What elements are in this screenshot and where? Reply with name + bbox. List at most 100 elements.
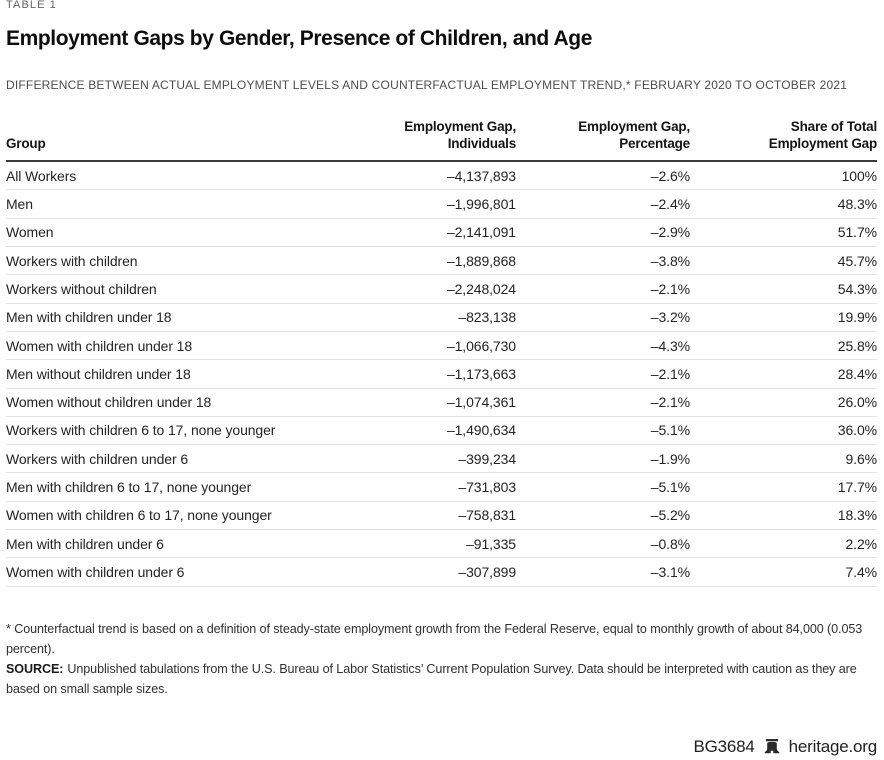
cell-share-of-total: 36.0% xyxy=(837,422,877,439)
cell-group: Men xyxy=(6,196,33,213)
table-row: Women without children under 18 –1,074,3… xyxy=(6,389,877,417)
cell-share-of-total: 26.0% xyxy=(837,394,877,411)
table-row: Men with children under 6 –91,335 –0.8% … xyxy=(6,530,877,559)
footer: BG3684 heritage.org xyxy=(693,737,877,757)
cell-employment-gap-individuals: –1,173,663 xyxy=(446,365,516,382)
cell-group: All Workers xyxy=(6,167,77,184)
table-row: Women with children 6 to 17, none younge… xyxy=(6,502,877,530)
column-header-individuals: Employment Gap, Individuals xyxy=(348,119,516,153)
cell-employment-gap-individuals: –1,889,868 xyxy=(446,252,516,269)
table-row: Women with children under 6 –307,899 –3.… xyxy=(6,558,877,587)
cell-employment-gap-percentage: –3.2% xyxy=(650,309,690,326)
column-header-label: Individuals xyxy=(447,136,517,152)
cell-employment-gap-percentage: –3.8% xyxy=(650,252,690,269)
cell-share-of-total: 17.7% xyxy=(837,479,877,496)
source-text: Unpublished tabulations from the U.S. Bu… xyxy=(6,661,857,697)
cell-employment-gap-percentage: –0.8% xyxy=(650,535,690,552)
column-header-label: Employment Gap, xyxy=(404,119,516,135)
cell-group: Men with children under 6 xyxy=(6,535,164,552)
table-row: Women with children under 18 –1,066,730 … xyxy=(6,332,877,361)
cell-employment-gap-percentage: –2.1% xyxy=(650,365,690,382)
page-subtitle: DIFFERENCE BETWEEN ACTUAL EMPLOYMENT LEV… xyxy=(6,78,848,93)
column-header-label: Group xyxy=(6,136,46,152)
cell-share-of-total: 51.7% xyxy=(837,224,877,241)
cell-employment-gap-individuals: –1,066,730 xyxy=(446,337,516,354)
cell-employment-gap-individuals: –399,234 xyxy=(458,450,516,467)
cell-employment-gap-percentage: –2.4% xyxy=(650,196,690,213)
source-note: SOURCE: Unpublished tabulations from the … xyxy=(6,659,877,699)
heritage-bell-icon xyxy=(763,739,781,755)
counterfactual-footnote: * Counterfactual trend is based on a def… xyxy=(6,621,863,656)
cell-share-of-total: 54.3% xyxy=(837,280,877,297)
cell-share-of-total: 19.9% xyxy=(837,309,877,326)
cell-group: Women without children under 18 xyxy=(6,394,212,411)
page-title: Employment Gaps by Gender, Presence of C… xyxy=(6,27,592,50)
table-body: All Workers –4,137,893 –2.6% 100% Men –1… xyxy=(6,162,878,587)
cell-employment-gap-individuals: –91,335 xyxy=(466,535,516,552)
column-header-group: Group xyxy=(6,136,348,153)
cell-group: Men with children 6 to 17, none younger xyxy=(6,479,252,496)
cell-employment-gap-individuals: –1,490,634 xyxy=(446,422,516,439)
site-name: heritage.org xyxy=(788,737,878,756)
cell-share-of-total: 28.4% xyxy=(837,365,877,382)
cell-group: Women xyxy=(6,224,54,241)
cell-employment-gap-individuals: –758,831 xyxy=(458,507,516,524)
column-header-percentage: Employment Gap, Percentage xyxy=(516,119,690,153)
cell-share-of-total: 100% xyxy=(841,167,878,184)
cell-share-of-total: 48.3% xyxy=(837,196,877,213)
cell-employment-gap-percentage: –3.1% xyxy=(650,563,690,580)
table-number-label: TABLE 1 xyxy=(6,0,57,11)
cell-employment-gap-individuals: –307,899 xyxy=(458,563,516,580)
table-row: Women –2,141,091 –2.9% 51.7% xyxy=(6,219,877,248)
cell-group: Workers with children under 6 xyxy=(6,450,189,467)
document-id: BG3684 xyxy=(693,737,755,756)
cell-employment-gap-percentage: –1.9% xyxy=(650,450,690,467)
cell-share-of-total: 9.6% xyxy=(845,450,877,467)
cell-employment-gap-percentage: –5.1% xyxy=(650,422,690,439)
column-header-label: Share of Total xyxy=(790,119,877,135)
cell-employment-gap-percentage: –4.3% xyxy=(650,337,690,354)
cell-employment-gap-percentage: –2.1% xyxy=(650,280,690,297)
cell-employment-gap-individuals: –823,138 xyxy=(458,309,516,326)
cell-employment-gap-percentage: –2.9% xyxy=(650,224,690,241)
cell-share-of-total: 25.8% xyxy=(837,337,877,354)
cell-employment-gap-percentage: –5.1% xyxy=(650,479,690,496)
cell-group: Workers without children xyxy=(6,280,157,297)
cell-share-of-total: 7.4% xyxy=(845,563,877,580)
cell-employment-gap-percentage: –5.2% xyxy=(650,507,690,524)
column-header-label: Employment Gap xyxy=(768,136,877,152)
cell-group: Workers with children 6 to 17, none youn… xyxy=(6,422,276,439)
cell-group: Women with children under 18 xyxy=(6,337,193,354)
cell-share-of-total: 45.7% xyxy=(837,252,877,269)
cell-employment-gap-percentage: –2.1% xyxy=(650,394,690,411)
table-row: Men with children under 18 –823,138 –3.2… xyxy=(6,304,877,332)
cell-employment-gap-individuals: –1,996,801 xyxy=(446,196,516,213)
cell-employment-gap-individuals: –1,074,361 xyxy=(446,394,516,411)
cell-group: Workers with children xyxy=(6,252,138,269)
source-label: SOURCE: xyxy=(6,661,64,676)
cell-group: Men without children under 18 xyxy=(6,365,191,382)
table-row: Men with children 6 to 17, none younger … xyxy=(6,473,877,502)
table-row: Workers without children –2,248,024 –2.1… xyxy=(6,275,877,304)
column-header-label: Percentage xyxy=(619,136,690,152)
cell-share-of-total: 2.2% xyxy=(845,535,877,552)
cell-employment-gap-individuals: –4,137,893 xyxy=(446,167,516,184)
cell-employment-gap-individuals: –2,248,024 xyxy=(446,280,516,297)
cell-group: Women with children under 6 xyxy=(6,563,185,580)
table-row: Workers with children –1,889,868 –3.8% 4… xyxy=(6,247,877,276)
table-row: Workers with children 6 to 17, none youn… xyxy=(6,417,877,446)
table-row: All Workers –4,137,893 –2.6% 100% xyxy=(6,162,878,191)
cell-group: Women with children 6 to 17, none younge… xyxy=(6,507,272,524)
cell-group: Men with children under 18 xyxy=(6,309,172,326)
column-header-label: Employment Gap, xyxy=(578,119,690,135)
cell-employment-gap-individuals: –731,803 xyxy=(458,479,516,496)
table-row: Workers with children under 6 –399,234 –… xyxy=(6,445,877,474)
cell-share-of-total: 18.3% xyxy=(837,507,877,524)
cell-employment-gap-individuals: –2,141,091 xyxy=(446,224,516,241)
table-row: Men –1,996,801 –2.4% 48.3% xyxy=(6,190,877,219)
footnotes: * Counterfactual trend is based on a def… xyxy=(6,619,877,700)
table-row: Men without children under 18 –1,173,663… xyxy=(6,360,877,389)
cell-employment-gap-percentage: –2.6% xyxy=(650,167,690,184)
table-header-row: Group Employment Gap, Individuals Employ… xyxy=(6,112,877,163)
column-header-share: Share of Total Employment Gap xyxy=(690,119,877,153)
